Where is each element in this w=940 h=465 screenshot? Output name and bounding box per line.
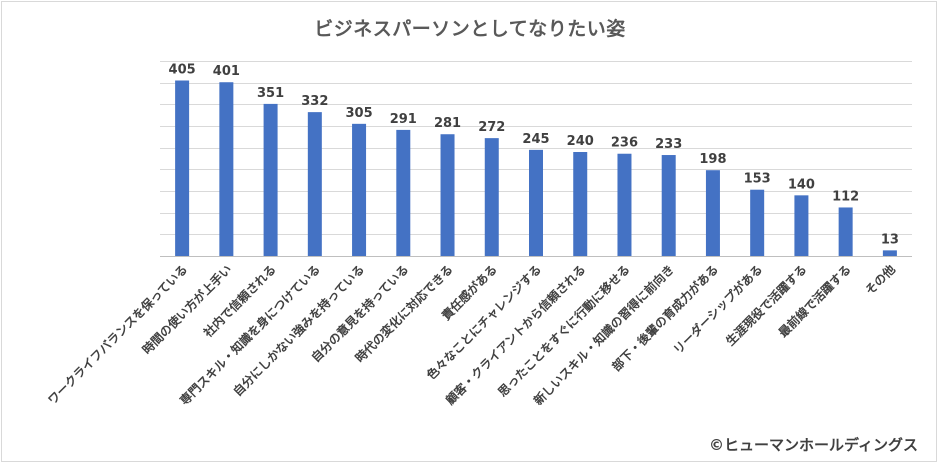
bar <box>617 153 632 256</box>
category-label: 生涯現役で活躍する <box>723 262 810 349</box>
value-label: 233 <box>655 137 682 152</box>
value-label: 112 <box>832 189 859 204</box>
bar <box>529 149 543 256</box>
bar <box>219 82 234 256</box>
value-label: 291 <box>390 112 417 127</box>
value-label: 153 <box>744 172 771 187</box>
value-label: 281 <box>434 116 461 131</box>
bar <box>352 123 367 256</box>
copyright-text: ©ヒューマンホールディングス <box>709 436 918 454</box>
category-label: 最前線で活躍する <box>775 262 853 340</box>
category-label: 社内で信頼される <box>200 262 279 341</box>
bar <box>307 112 322 256</box>
value-label: 13 <box>881 232 899 247</box>
bar <box>794 195 809 256</box>
value-label: 305 <box>345 106 372 121</box>
chart-title: ビジネスパーソンとしてなりたい姿 <box>314 18 626 40</box>
bar <box>175 80 190 256</box>
category-label: その他 <box>862 262 898 298</box>
bar <box>882 250 897 256</box>
category-label: 時間の使い方が上手い <box>139 262 234 357</box>
category-labels: ワークライフバランスを保っている時間の使い方が上手い社内で信頼される専門スキル・… <box>44 262 898 408</box>
value-label: 401 <box>213 64 240 79</box>
value-label: 405 <box>169 63 196 78</box>
bars <box>175 80 897 257</box>
value-label: 351 <box>257 86 284 101</box>
bar <box>838 207 853 256</box>
bar <box>440 134 455 256</box>
value-labels: 405 401 351 332 305 291 281 272 245 240 236 233 198 1… <box>169 63 899 248</box>
bar <box>396 129 411 256</box>
value-label: 140 <box>788 177 815 192</box>
bar <box>661 155 676 256</box>
category-label: リーダーシップがある <box>670 262 765 357</box>
bar <box>573 152 588 256</box>
bar <box>750 189 765 256</box>
bar <box>263 103 278 257</box>
value-label: 245 <box>522 132 549 147</box>
bar <box>484 138 499 256</box>
value-label: 332 <box>301 94 328 109</box>
value-label: 240 <box>567 134 594 149</box>
value-label: 272 <box>478 120 505 135</box>
value-label: 198 <box>699 152 726 167</box>
bar <box>705 170 720 256</box>
value-label: 236 <box>611 136 638 151</box>
